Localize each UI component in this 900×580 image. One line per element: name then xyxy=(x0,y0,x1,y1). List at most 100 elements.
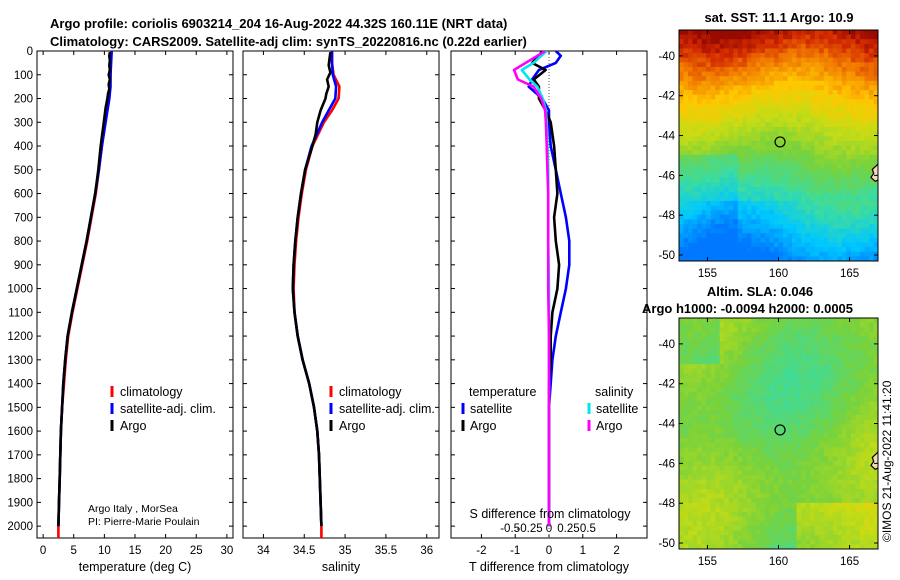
map-cell xyxy=(801,424,807,430)
map-cell xyxy=(823,214,829,221)
map-cell xyxy=(746,350,752,356)
map-cell xyxy=(873,322,878,328)
map-cell xyxy=(710,396,716,402)
map-cell xyxy=(728,173,734,179)
temperature-series xyxy=(57,51,113,538)
map-cell xyxy=(796,331,802,338)
map-cell xyxy=(868,214,875,221)
map-cell xyxy=(850,364,856,370)
map-cell xyxy=(787,76,793,82)
map-cell xyxy=(868,163,875,170)
map-cell xyxy=(733,387,739,393)
map-cell xyxy=(706,368,712,375)
map-cell xyxy=(787,433,793,439)
map-cell xyxy=(828,113,834,119)
map-cell xyxy=(737,233,743,239)
map-cell xyxy=(778,331,784,338)
map-cell xyxy=(810,85,816,91)
map-cell xyxy=(710,516,716,522)
map-cell xyxy=(792,187,798,193)
map-cell xyxy=(742,150,748,156)
map-cell xyxy=(850,34,856,40)
map-cell xyxy=(783,368,789,375)
map-cell xyxy=(868,516,875,522)
map-cell xyxy=(701,182,707,188)
map-cell xyxy=(828,382,834,388)
map-cell xyxy=(823,327,829,333)
map-cell xyxy=(769,163,775,170)
map-cell xyxy=(769,479,775,485)
map-cell xyxy=(868,396,875,402)
map-cell xyxy=(823,396,829,402)
map-cell xyxy=(805,502,811,509)
map-cell xyxy=(805,484,811,490)
map-cell xyxy=(837,159,843,165)
map-cell xyxy=(801,159,807,165)
map-cell xyxy=(728,145,734,151)
map-cell xyxy=(701,237,707,244)
map-cell xyxy=(805,428,811,435)
map-cell xyxy=(760,382,766,388)
map-cell xyxy=(769,43,775,50)
map-cell xyxy=(837,350,843,356)
map-cell xyxy=(778,205,784,211)
map-cell xyxy=(692,205,698,211)
map-cell xyxy=(841,66,847,73)
map-cell xyxy=(778,247,784,253)
map-cell xyxy=(855,405,861,411)
map-cell xyxy=(755,219,762,225)
map-cell xyxy=(814,173,820,179)
map-cell xyxy=(823,108,829,114)
map-cell xyxy=(814,498,820,504)
map-cell xyxy=(773,150,780,156)
map-cell xyxy=(868,484,875,490)
map-cell xyxy=(801,364,807,370)
map-cell xyxy=(855,159,861,165)
map-cell xyxy=(701,140,707,147)
map-cell xyxy=(787,438,793,444)
map-cell xyxy=(873,373,878,379)
map-cell xyxy=(710,512,716,518)
map-cell xyxy=(837,200,843,207)
map-cell xyxy=(823,498,829,504)
map-cell xyxy=(828,345,834,351)
map-cell xyxy=(801,401,807,407)
map-cell xyxy=(706,182,712,188)
map-cell xyxy=(855,90,861,96)
map-cell xyxy=(773,368,780,375)
map-cell xyxy=(679,535,685,541)
map-cell xyxy=(864,200,870,207)
map-cell xyxy=(692,53,698,59)
map-cell xyxy=(719,345,725,351)
map-cell xyxy=(783,228,789,234)
map-cell xyxy=(746,233,752,239)
map-cell xyxy=(868,354,875,361)
map-cell xyxy=(828,154,834,160)
map-cell xyxy=(688,438,694,444)
map-cell xyxy=(783,493,789,499)
map-cell xyxy=(855,187,861,193)
map-cell xyxy=(764,256,771,261)
x-tick-label: -1 xyxy=(510,545,520,557)
map-cell xyxy=(737,140,743,147)
map-cell xyxy=(751,401,757,407)
lon-tick-label: 160 xyxy=(769,268,788,280)
map-cell xyxy=(679,136,685,142)
map-cell xyxy=(733,507,739,513)
map-cell xyxy=(823,99,829,105)
map-cell xyxy=(805,228,811,234)
map-cell xyxy=(787,535,793,541)
map-cell xyxy=(692,354,698,361)
map-cell xyxy=(850,256,856,261)
map-cell xyxy=(679,251,685,257)
map-cell xyxy=(710,498,716,504)
map-cell xyxy=(823,461,829,467)
map-cell xyxy=(755,80,762,87)
map-cell xyxy=(805,530,811,536)
map-cell xyxy=(868,127,875,133)
map-cell xyxy=(710,391,716,398)
map-cell xyxy=(737,66,743,73)
map-cell xyxy=(796,354,802,361)
map-cell xyxy=(697,378,703,384)
map-cell xyxy=(692,484,698,490)
